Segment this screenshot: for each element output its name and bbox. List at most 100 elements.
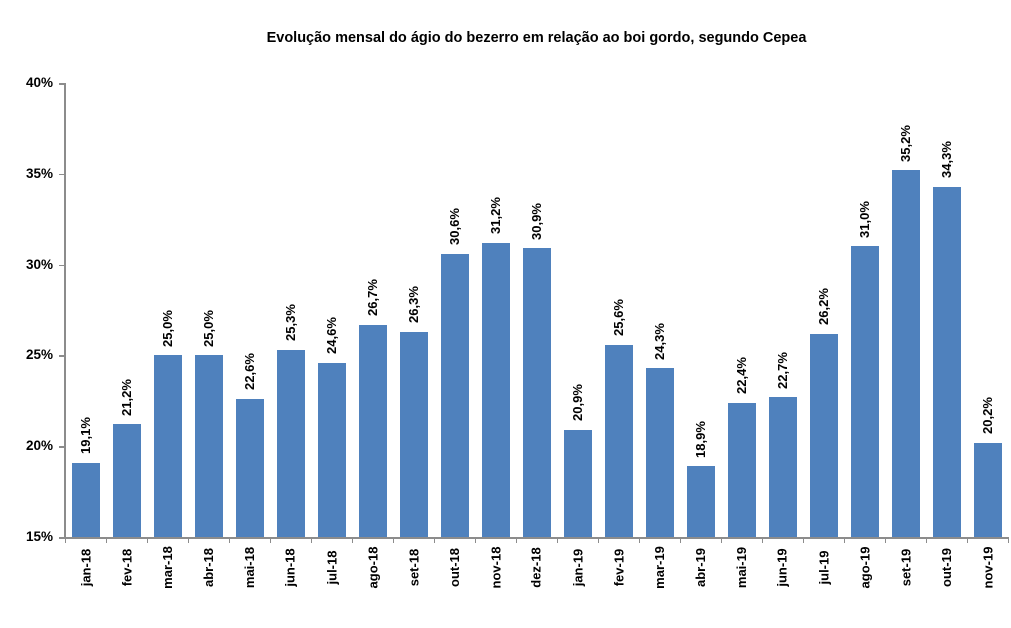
bar-value-text: 34,3% (939, 141, 954, 178)
x-axis-tick (926, 537, 927, 543)
x-axis-tick (188, 537, 189, 543)
x-axis-tick (270, 537, 271, 543)
x-axis-label: mai-19 (733, 544, 751, 590)
x-axis-tick (1008, 537, 1009, 543)
x-axis-label: out-18 (446, 544, 464, 590)
bar-value-label: 26,2% (815, 283, 833, 331)
x-axis-label-text: fev-18 (119, 548, 135, 586)
y-axis-tick (59, 355, 64, 357)
x-axis-tick (229, 537, 230, 543)
bar-value-text: 31,2% (488, 197, 503, 235)
bar-value-label: 30,9% (528, 197, 546, 245)
x-axis-tick (106, 537, 107, 543)
bar (604, 344, 633, 537)
bar (768, 397, 797, 537)
x-axis-label: jun-19 (774, 544, 792, 590)
x-axis-label: jul-19 (815, 544, 833, 590)
bar-value-text: 31,0% (857, 201, 872, 238)
bar (481, 242, 510, 537)
x-axis-label: nov-18 (487, 544, 505, 590)
bar (891, 170, 920, 537)
bar (850, 246, 879, 537)
bar-value-text: 25,0% (201, 309, 216, 347)
x-axis-label: jan-19 (569, 544, 587, 590)
bar (686, 466, 715, 537)
x-axis-label-text: mai-18 (242, 546, 258, 588)
y-axis-label: 15% (25, 529, 53, 544)
bar-value-text: 22,4% (734, 357, 749, 395)
x-axis-line (64, 537, 1008, 539)
x-axis-label-text: mar-18 (160, 545, 176, 589)
bar-value-label: 35,2% (897, 119, 915, 167)
x-axis-label-text: out-18 (447, 547, 462, 587)
x-axis-label-text: nov-18 (488, 546, 503, 588)
bar (563, 429, 592, 537)
x-axis-label: mai-18 (241, 544, 259, 590)
y-axis-tick (59, 83, 64, 85)
x-axis-label-text: jun-18 (283, 547, 299, 587)
bar-value-text: 22,7% (775, 351, 790, 389)
x-axis-label: set-19 (897, 544, 915, 590)
x-axis-tick (885, 537, 886, 543)
x-axis-label: jul-18 (323, 544, 341, 590)
x-axis-label-text: jul-19 (816, 550, 831, 584)
x-axis-label: ago-19 (856, 544, 874, 590)
x-axis-tick (557, 537, 558, 543)
bar (153, 355, 182, 537)
x-axis-tick (475, 537, 476, 543)
bar (727, 402, 756, 537)
bar-value-label: 26,3% (405, 281, 423, 329)
x-axis-tick (680, 537, 681, 543)
x-axis-label-text: jun-19 (775, 547, 791, 587)
bar-value-label: 34,3% (938, 136, 956, 184)
y-axis-tick (59, 537, 64, 539)
bar-value-label: 22,7% (774, 346, 792, 394)
x-axis-label: out-19 (938, 544, 956, 590)
x-axis-label-text: abr-18 (201, 547, 216, 587)
x-axis-label: mar-18 (159, 544, 177, 590)
y-axis-label: 35% (25, 165, 53, 181)
bar-value-text: 35,2% (898, 124, 913, 162)
bar-value-label: 31,0% (856, 195, 874, 243)
x-axis-tick (434, 537, 435, 543)
x-axis-label: mar-19 (651, 544, 669, 590)
x-axis-tick (639, 537, 640, 543)
bar (317, 362, 346, 537)
bar-value-label: 25,0% (200, 304, 218, 352)
bar-value-label: 21,2% (118, 373, 136, 421)
bar-value-label: 31,2% (487, 192, 505, 240)
x-axis-label: fev-18 (118, 544, 136, 590)
y-axis-tick (59, 173, 64, 176)
x-axis-tick (393, 537, 394, 543)
x-axis-label-text: out-19 (939, 547, 954, 587)
x-axis-label-text: ago-18 (365, 546, 380, 588)
bar-value-label: 25,0% (159, 304, 177, 352)
bar-value-text: 19,1% (78, 417, 93, 454)
x-axis-label: ago-18 (364, 544, 382, 590)
bar-value-label: 20,2% (979, 392, 997, 440)
bar-value-label: 22,4% (733, 352, 751, 400)
x-axis-tick (147, 537, 148, 543)
x-axis-label-text: jul-18 (324, 550, 339, 584)
x-axis-label: abr-19 (692, 544, 710, 590)
bar-value-label: 30,6% (446, 203, 464, 251)
bar-value-text: 20,2% (980, 397, 995, 434)
bar-value-text: 24,6% (324, 317, 339, 355)
x-axis-label-text: set-19 (898, 548, 914, 586)
x-axis-tick (311, 537, 312, 543)
bar-value-label: 24,6% (323, 312, 341, 360)
x-axis-label: set-18 (405, 544, 423, 590)
bar-value-label: 25,3% (282, 299, 300, 347)
bar-value-text: 18,9% (693, 420, 708, 458)
x-axis-tick (762, 537, 763, 543)
bar (358, 324, 387, 537)
x-axis-label-text: jan-18 (78, 548, 94, 586)
x-axis-tick (967, 537, 968, 543)
bar (71, 462, 100, 537)
x-axis-tick (65, 537, 66, 543)
bar-value-text: 25,3% (283, 304, 298, 342)
bar (522, 248, 551, 537)
x-axis-tick (516, 537, 517, 543)
x-axis-label: nov-19 (979, 544, 997, 590)
bar-value-text: 30,9% (529, 202, 544, 240)
